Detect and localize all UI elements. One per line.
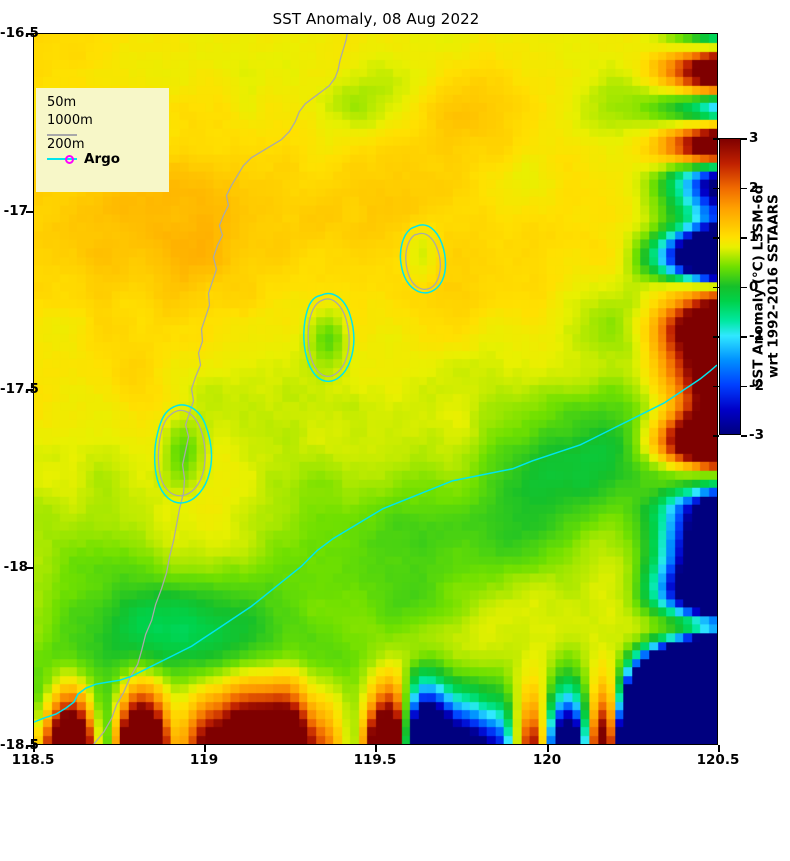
- colorbar-tick-mark-3: [713, 286, 719, 288]
- xtick-label-3: 120: [532, 752, 562, 768]
- legend-label-200m: 200m: [47, 137, 85, 152]
- page-title: SST Anomaly, 08 Aug 2022: [272, 10, 480, 28]
- legend-line-1000m: [47, 134, 77, 136]
- map-legend-box: 50m 1000m 200m Argo: [36, 88, 169, 192]
- colorbar-tick-label-2: 1: [749, 229, 759, 245]
- ytick-label-4: -18.5: [0, 737, 39, 753]
- ytick-mark-4: [26, 745, 33, 747]
- legend-label-1000m: 1000m: [47, 113, 93, 128]
- colorbar-tick-label-5: -2: [749, 377, 764, 394]
- colorbar-tick-mark-0: [713, 138, 719, 140]
- ytick-label-2: -17.5: [0, 381, 39, 397]
- colorbar-tick-mark-1-right: [741, 187, 747, 189]
- xtick-mark-1: [204, 745, 206, 752]
- colorbar-tick-label-1: 2: [749, 179, 759, 196]
- legend-line-200m: [47, 158, 77, 160]
- legend-label-50m: 50m: [47, 95, 77, 110]
- colorbar-tick-mark-6: [713, 435, 719, 437]
- ytick-mark-2: [26, 389, 33, 391]
- colorbar-tick-mark-4-right: [741, 336, 747, 338]
- colorbar-tick-label-3: 0: [749, 278, 759, 295]
- colorbar-title: SST Anomaly (°C) L3SM-6d wrt 1992-2016 S…: [744, 138, 788, 435]
- xtick-mark-0: [33, 745, 35, 752]
- colorbar-tick-mark-2-right: [741, 237, 747, 239]
- colorbar-tick-mark-3-right: [741, 286, 747, 288]
- xtick-label-4: 120.5: [696, 752, 740, 768]
- xtick-label-1: 119: [189, 752, 219, 768]
- colorbar-tick-label-0: 3: [749, 130, 759, 146]
- xtick-mark-2: [375, 745, 377, 752]
- colorbar-tick-mark-1: [713, 187, 719, 189]
- colorbar-tick-mark-5: [713, 385, 719, 387]
- colorbar-gradient: [719, 138, 741, 435]
- ytick-mark-1: [26, 211, 33, 213]
- colorbar-title-line1: SST Anomaly (°C) L3SM-6d: [749, 185, 766, 388]
- xtick-mark-3: [547, 745, 549, 752]
- ytick-mark-0: [26, 33, 33, 35]
- ytick-label-1: -17: [3, 203, 28, 219]
- ytick-label-0: -16.5: [0, 25, 39, 41]
- colorbar-title-line2: wrt 1992-2016 SSTAARS: [765, 194, 781, 379]
- colorbar-tick-label-6: -3: [749, 427, 764, 443]
- colorbar[interactable]: 3 2 1 0 -1 -2 -3: [713, 130, 764, 443]
- colorbar-tick-mark-6-right: [741, 435, 747, 437]
- ytick-mark-3: [26, 567, 33, 569]
- colorbar-tick-mark-0-right: [741, 138, 747, 140]
- credit-block: © IMOS 16-Aug-2022 11:45 Hobart: [752, 460, 782, 750]
- legend-label-argo: Argo: [84, 151, 121, 167]
- argo-marker-icon: [65, 154, 74, 164]
- xtick-label-0: 118.5: [11, 752, 55, 768]
- colorbar-tick-mark-5-right: [741, 385, 747, 387]
- colorbar-tick-label-4: -1: [749, 328, 764, 344]
- xtick-mark-4: [718, 745, 720, 752]
- colorbar-tick-mark-4: [713, 336, 719, 338]
- xtick-label-2: 119.5: [353, 752, 397, 768]
- ytick-label-3: -18: [3, 559, 28, 575]
- colorbar-tick-mark-2: [713, 237, 719, 239]
- legend-argo-entry: Argo: [65, 151, 120, 167]
